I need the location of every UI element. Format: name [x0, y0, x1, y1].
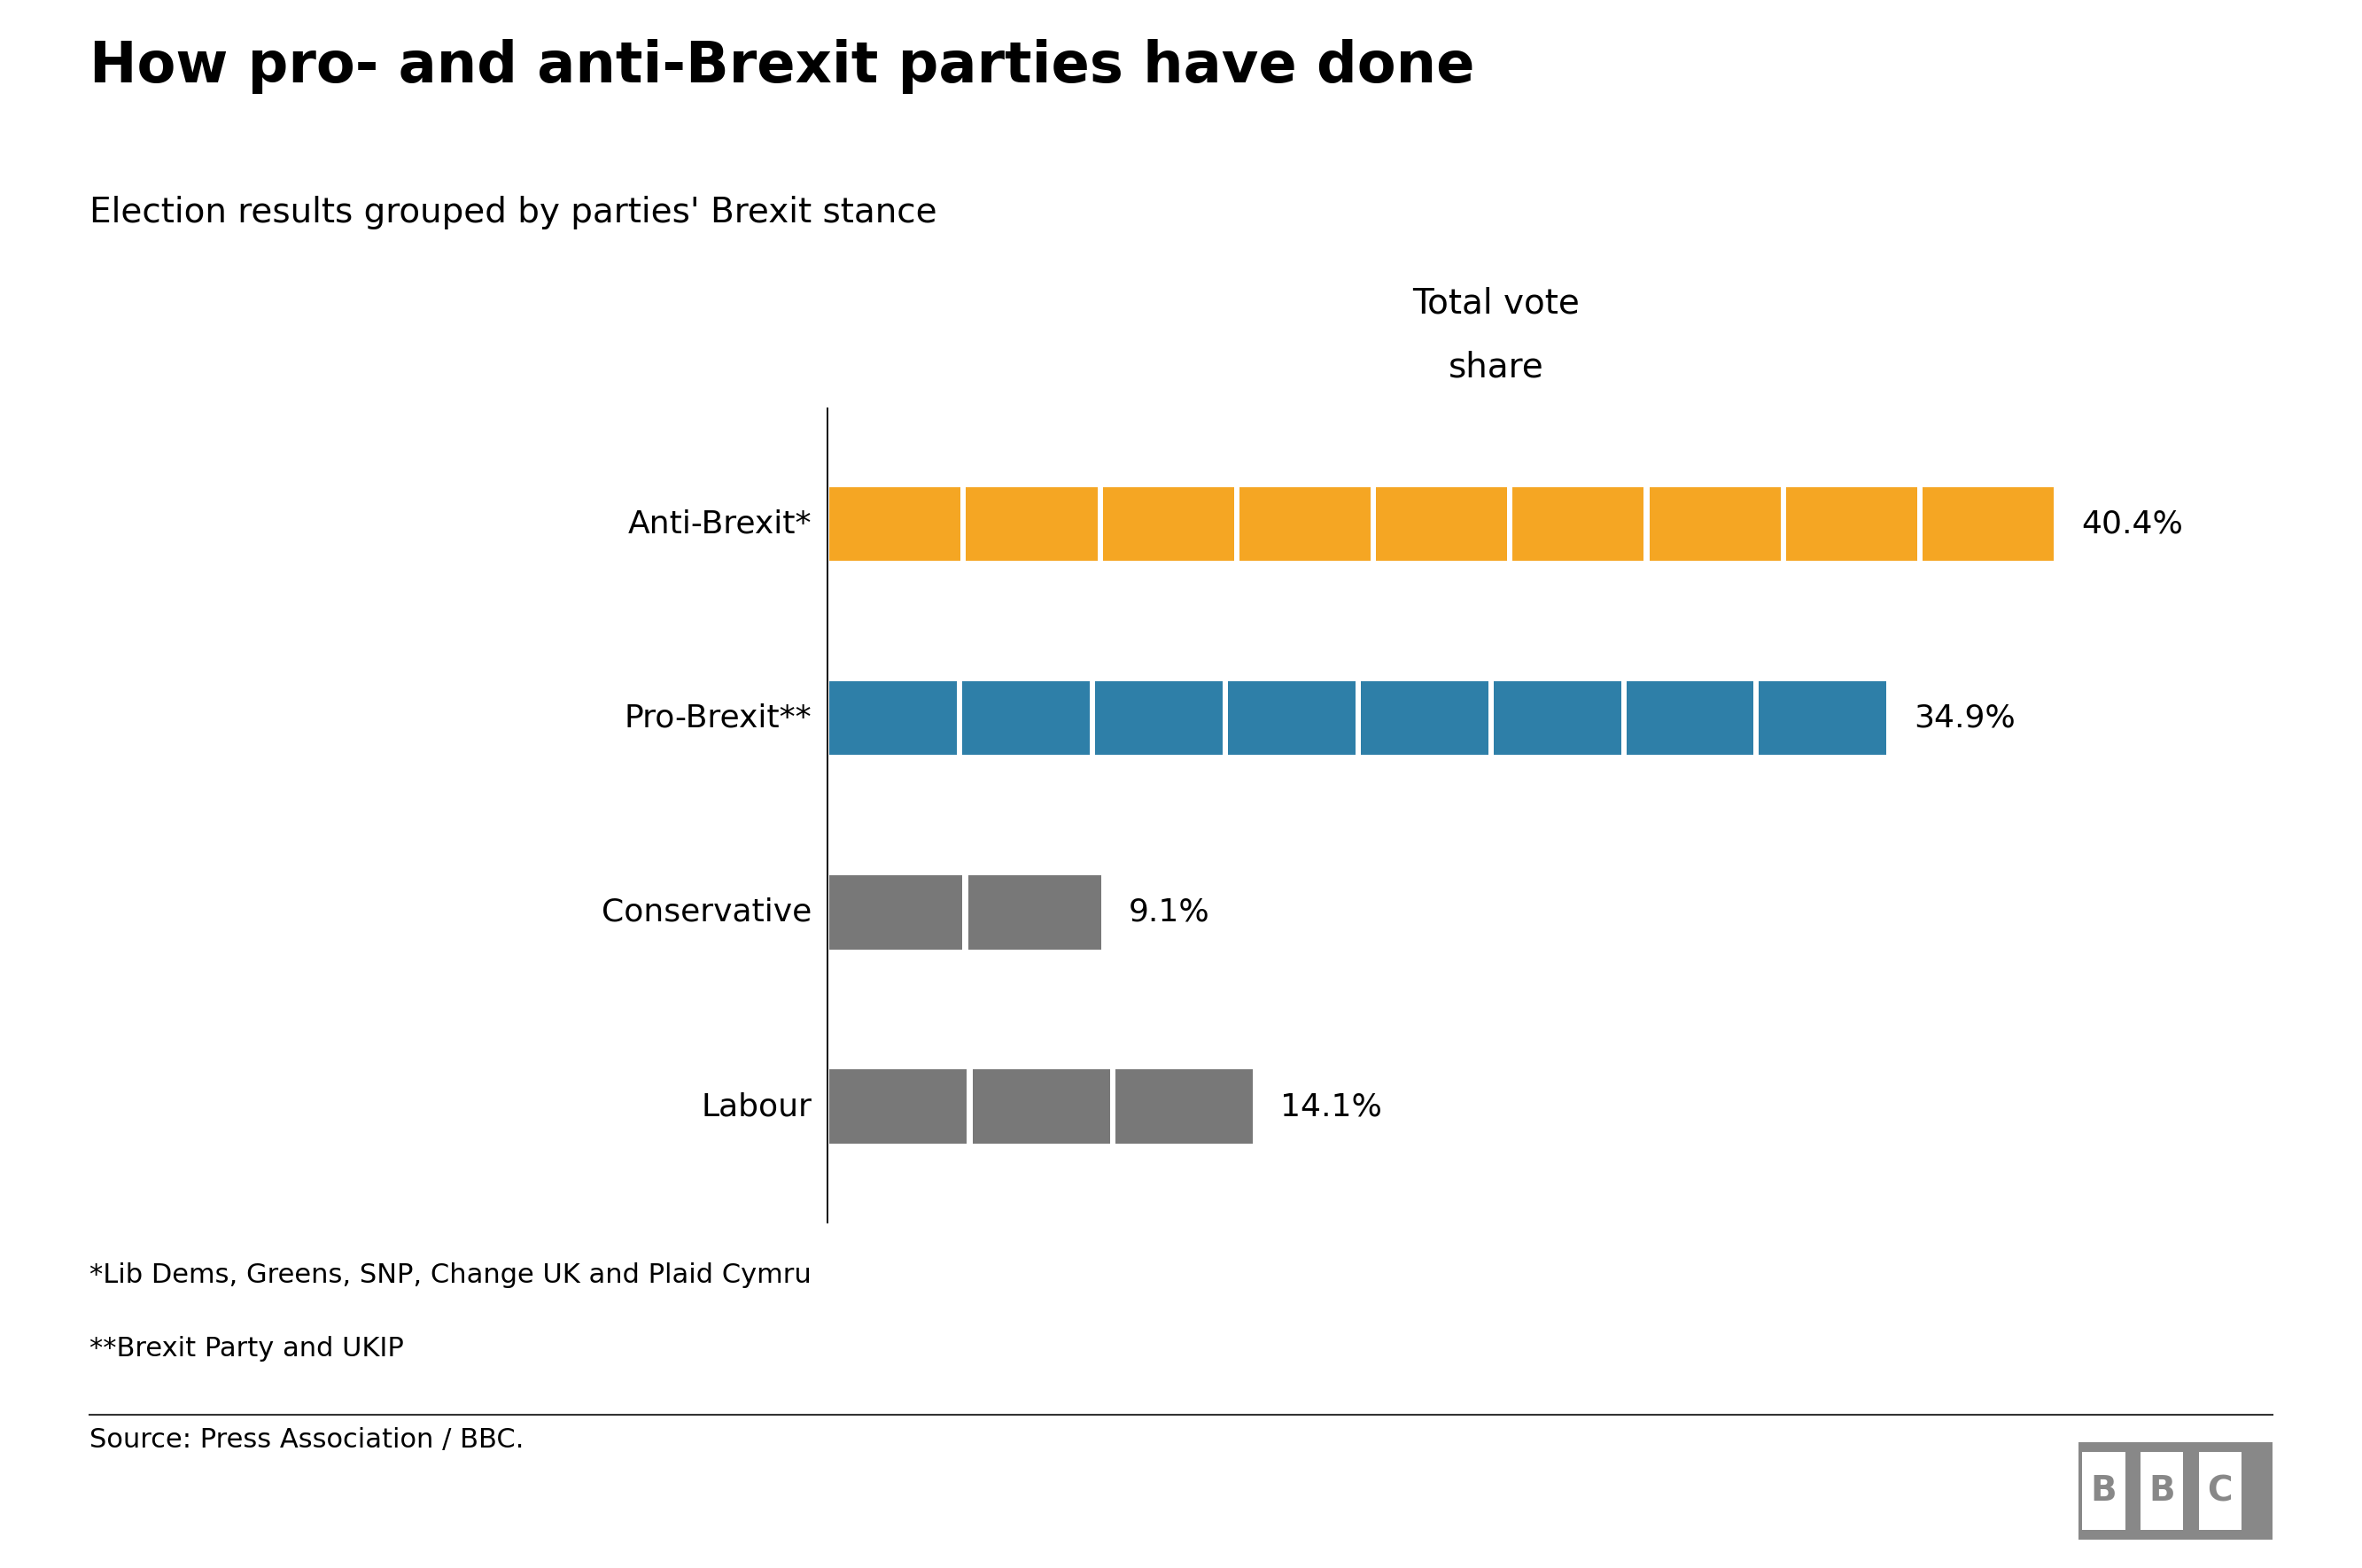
Bar — [1361, 682, 1488, 756]
Bar — [1096, 682, 1224, 756]
FancyBboxPatch shape — [2199, 1452, 2242, 1530]
Bar — [829, 682, 957, 756]
Bar — [966, 488, 1098, 561]
Bar — [1649, 488, 1781, 561]
Bar — [1760, 682, 1887, 756]
Text: Source: Press Association / BBC.: Source: Press Association / BBC. — [90, 1427, 524, 1452]
Bar — [1625, 682, 1753, 756]
Bar — [829, 1069, 966, 1143]
Bar — [1786, 488, 1918, 561]
Bar — [968, 875, 1101, 949]
Text: B: B — [2090, 1474, 2116, 1508]
Bar — [1923, 488, 2055, 561]
Text: **Brexit Party and UKIP: **Brexit Party and UKIP — [90, 1336, 404, 1361]
Bar — [1512, 488, 1644, 561]
Text: Conservative: Conservative — [602, 897, 813, 928]
Text: How pro- and anti-Brexit parties have done: How pro- and anti-Brexit parties have do… — [90, 39, 1474, 94]
Text: Pro-Brexit**: Pro-Brexit** — [624, 702, 813, 734]
FancyBboxPatch shape — [2083, 1452, 2126, 1530]
Text: Labour: Labour — [702, 1091, 813, 1121]
Text: Anti-Brexit*: Anti-Brexit* — [628, 510, 813, 539]
Text: share: share — [1448, 351, 1545, 384]
Text: 34.9%: 34.9% — [1913, 702, 2015, 734]
Bar — [1228, 682, 1356, 756]
Text: Election results grouped by parties' Brexit stance: Election results grouped by parties' Bre… — [90, 196, 938, 229]
Text: 40.4%: 40.4% — [2081, 510, 2182, 539]
Bar — [1240, 488, 1370, 561]
Bar — [961, 682, 1089, 756]
Text: C: C — [2208, 1474, 2232, 1508]
Text: *Lib Dems, Greens, SNP, Change UK and Plaid Cymru: *Lib Dems, Greens, SNP, Change UK and Pl… — [90, 1262, 813, 1287]
Bar — [1115, 1069, 1254, 1143]
Bar — [973, 1069, 1110, 1143]
Text: Total vote: Total vote — [1412, 287, 1580, 320]
Bar — [829, 488, 961, 561]
Bar — [1103, 488, 1233, 561]
Text: 14.1%: 14.1% — [1280, 1091, 1382, 1121]
Text: B: B — [2149, 1474, 2175, 1508]
FancyBboxPatch shape — [2140, 1452, 2182, 1530]
Text: 9.1%: 9.1% — [1129, 897, 1209, 928]
Bar — [1493, 682, 1620, 756]
Bar — [1377, 488, 1507, 561]
Bar — [829, 875, 961, 949]
